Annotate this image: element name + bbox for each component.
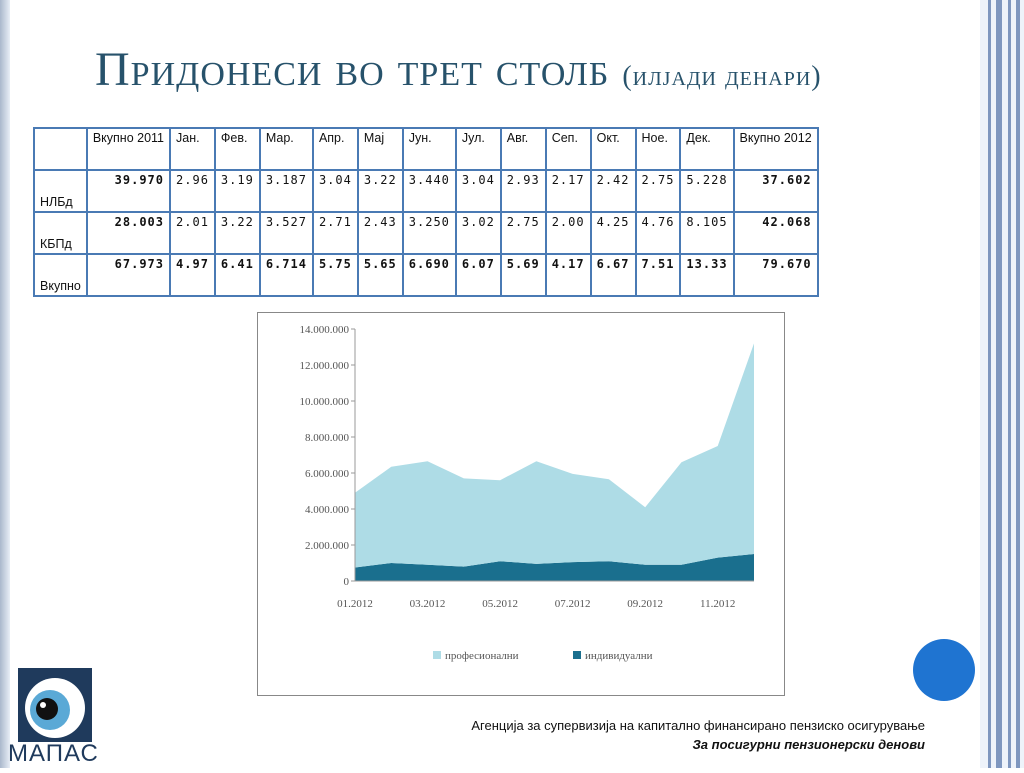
table-header-row: Вкупно 2011 Јан. Фев. Мар. Апр. Мај Јун. Јул. Ав… <box>33 127 819 171</box>
table-cell: 3.04 <box>454 169 502 213</box>
table-cell: 2.96 <box>169 169 216 213</box>
x-tick-label: 03.2012 <box>410 598 446 610</box>
table-cell: 79.670 <box>732 253 819 297</box>
table-cell: 3.187 <box>258 169 314 213</box>
table-cell: 4.17 <box>544 253 592 297</box>
y-tick-label: 4.000.000 <box>305 504 350 516</box>
logo-eye-icon <box>18 668 92 742</box>
table-cell: 6.07 <box>454 253 502 297</box>
table-cell: 3.04 <box>311 169 359 213</box>
table-header-cell: Мар. <box>258 127 314 171</box>
table-cell: 2.93 <box>499 169 547 213</box>
footer-agency: Агенција за супервизија на капитално фин… <box>471 718 925 733</box>
table-cell: 3.250 <box>401 211 457 255</box>
table-header-cell: Вкупно 2011 <box>85 127 172 171</box>
y-tick-label: 10.000.000 <box>300 396 350 408</box>
table-cell: 2.71 <box>311 211 359 255</box>
table-row: Вкупно 67.973 4.97 6.41 6.714 5.75 5.65 6.690 6.… <box>33 253 819 297</box>
x-tick-label: 11.2012 <box>700 598 735 610</box>
left-frame-border <box>0 0 10 768</box>
table-cell: 6.41 <box>213 253 261 297</box>
y-tick-label: 0 <box>344 576 350 588</box>
table-cell: 3.22 <box>356 169 404 213</box>
y-tick-label: 6.000.000 <box>305 468 350 480</box>
contributions-table: Вкупно 2011 Јан. Фев. Мар. Апр. Мај Јун. Јул. Ав… <box>33 127 819 297</box>
table-cell: 28.003 <box>85 211 172 255</box>
area-series-професионални <box>355 343 754 568</box>
row-label: НЛБд <box>33 169 88 213</box>
table-cell: 5.228 <box>679 169 735 213</box>
table-header-cell: Мај <box>356 127 404 171</box>
table-cell: 8.105 <box>679 211 735 255</box>
table-cell: 5.65 <box>356 253 404 297</box>
table-header-cell: Авг. <box>499 127 547 171</box>
table-cell: 5.75 <box>311 253 359 297</box>
table-header-cell: Ное. <box>634 127 682 171</box>
decorative-blue-dot <box>913 639 975 701</box>
table-cell: 3.19 <box>213 169 261 213</box>
table-header-cell: Апр. <box>311 127 359 171</box>
area-chart: 0 2.000.000 4.000.000 6.000.000 8.000.000 10.… <box>300 324 754 662</box>
table-cell: 6.690 <box>401 253 457 297</box>
table-header-cell: Вкупно 2012 <box>732 127 819 171</box>
table-row: КБПд 28.003 2.01 3.22 3.527 2.71 2.43 3.250 3.02… <box>33 211 819 255</box>
title-main: Придонеси во трет столб <box>95 43 610 96</box>
y-tick-label: 14.000.000 <box>300 324 350 336</box>
table-cell: 4.97 <box>169 253 216 297</box>
legend-swatch <box>573 651 581 659</box>
table-header-cell: Јун. <box>401 127 457 171</box>
table-cell: 2.17 <box>544 169 592 213</box>
table-header-cell: Сеп. <box>544 127 592 171</box>
table-cell: 4.25 <box>589 211 637 255</box>
table-cell: 6.67 <box>589 253 637 297</box>
table-cell: 2.42 <box>589 169 637 213</box>
table-header-cell: Јан. <box>169 127 216 171</box>
legend-label: индивидуални <box>585 650 653 662</box>
table-cell: 2.43 <box>356 211 404 255</box>
logo-text: МАПАС <box>8 740 99 767</box>
table-header-cell: Дек. <box>679 127 735 171</box>
y-tick-label: 8.000.000 <box>305 432 350 444</box>
row-label: Вкупно <box>33 253 88 297</box>
x-tick-label: 05.2012 <box>482 598 518 610</box>
footer: Агенција за супервизија на капитално фин… <box>290 718 925 752</box>
x-tick-label: 01.2012 <box>337 598 373 610</box>
area-series-индивидуални <box>355 554 754 581</box>
table-cell: 3.22 <box>213 211 261 255</box>
table-header-cell: Фев. <box>213 127 261 171</box>
table-cell: 67.973 <box>85 253 172 297</box>
title-sub: (илјади денари) <box>622 61 822 92</box>
row-label: КБПд <box>33 211 88 255</box>
table-corner-cell <box>33 127 88 171</box>
table-cell: 3.02 <box>454 211 502 255</box>
footer-slogan: За посигурни пензионерски денови <box>692 737 925 752</box>
table-header-cell: Окт. <box>589 127 637 171</box>
table-cell: 39.970 <box>85 169 172 213</box>
table-cell: 42.068 <box>732 211 819 255</box>
legend-label: професионални <box>445 650 519 662</box>
table-cell: 37.602 <box>732 169 819 213</box>
y-tick-label: 12.000.000 <box>300 360 350 372</box>
table-cell: 4.76 <box>634 211 682 255</box>
table-cell: 7.51 <box>634 253 682 297</box>
table-cell: 2.75 <box>634 169 682 213</box>
table-cell: 13.33 <box>679 253 735 297</box>
x-tick-label: 09.2012 <box>627 598 663 610</box>
table-row: НЛБд 39.970 2.96 3.19 3.187 3.04 3.22 3.440 3.04… <box>33 169 819 213</box>
table-cell: 3.527 <box>258 211 314 255</box>
table-header-cell: Јул. <box>454 127 502 171</box>
slide-title: Придонеси во трет столб (илјади денари) <box>95 42 975 97</box>
chart-container: 0 2.000.000 4.000.000 6.000.000 8.000.000 10.… <box>257 312 785 696</box>
table-cell: 2.00 <box>544 211 592 255</box>
table-cell: 6.714 <box>258 253 314 297</box>
y-tick-label: 2.000.000 <box>305 540 350 552</box>
table-cell: 3.440 <box>401 169 457 213</box>
table-cell: 2.75 <box>499 211 547 255</box>
x-tick-label: 07.2012 <box>555 598 591 610</box>
mapas-logo: МАПАС <box>0 660 110 768</box>
table-cell: 2.01 <box>169 211 216 255</box>
right-frame-border <box>980 0 1024 768</box>
table-cell: 5.69 <box>499 253 547 297</box>
legend-swatch <box>433 651 441 659</box>
